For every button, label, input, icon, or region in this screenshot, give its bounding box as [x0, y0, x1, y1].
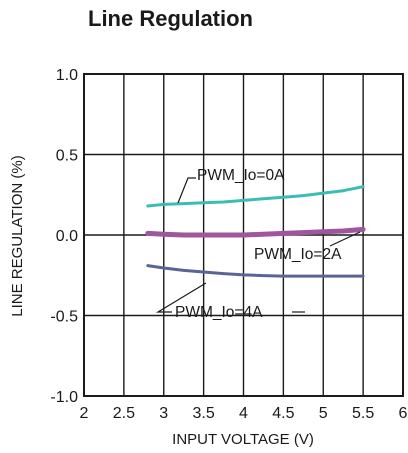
series-line-3 [146, 264, 365, 278]
x-tick-label: 6 [399, 405, 408, 422]
x-tick-label: 5 [319, 405, 328, 422]
y-tick-label: -1.0 [50, 389, 78, 406]
annotation-leader [155, 282, 207, 313]
y-tick-label: 1.0 [56, 67, 78, 84]
y-tick-label: -0.5 [50, 309, 78, 326]
x-tick-label: 4.5 [272, 405, 294, 422]
x-tick-label: 2.5 [113, 405, 135, 422]
tick-labels: 2 2.5 3 3.5 4 4.5 5 5.5 6 1.0 0.5 0.0 -0.5 -1.0 [50, 67, 407, 422]
x-tick-label: 3 [159, 405, 168, 422]
series-annotation-3: PWM_Io=4A [175, 304, 263, 321]
series-line-2 [145, 226, 366, 238]
y-axis-label: LINE REGULATION (%) [9, 155, 26, 316]
series-group [145, 185, 366, 278]
x-tick-label: 4 [239, 405, 248, 422]
y-tick-label: 0.5 [56, 148, 78, 165]
plot-frame [83, 73, 404, 397]
series-annotation-2: PWM_Io=2A [254, 246, 342, 263]
series-line-1 [146, 185, 365, 208]
annotation-leader [177, 177, 196, 204]
chart-title: Line Regulation [88, 6, 253, 31]
x-tick-label: 2 [80, 405, 89, 422]
series-annotation-1: PWM_Io=0A [197, 167, 285, 184]
x-tick-label: 5.5 [352, 405, 374, 422]
y-tick-label: 0.0 [56, 228, 78, 245]
annotations: PWM_Io=0A PWM_Io=2A PWM_Io=4A [155, 167, 361, 321]
x-axis-label: INPUT VOLTAGE (V) [172, 431, 314, 448]
x-tick-label: 3.5 [193, 405, 215, 422]
annotation-leader [329, 231, 361, 247]
